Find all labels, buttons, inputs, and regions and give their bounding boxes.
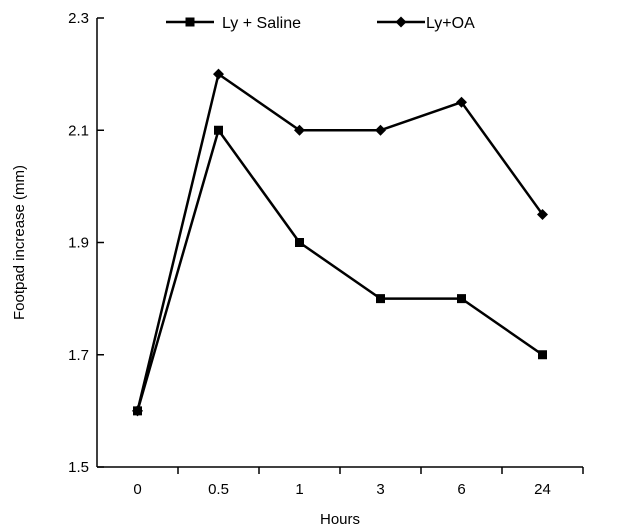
x-tick-label: 0.5 [208,481,229,498]
series-line [136,72,544,412]
legend-marker [395,16,407,28]
legend-label: Ly+OA [426,15,475,32]
series-line [136,129,544,412]
x-axis-title: Hours [320,511,360,528]
data-point [376,294,385,304]
data-point [538,350,547,360]
data-point [375,124,386,136]
data-point [457,294,466,304]
x-tick-label: 1 [295,481,303,498]
data-point [295,238,304,247]
legend: Ly + Saline Ly+OA [166,15,475,32]
y-axis-title: Footpad increase (mm) [11,165,28,320]
y-tick-label: 1.9 [68,235,89,252]
data-point [294,124,305,136]
y-tick-label: 2.1 [68,122,89,139]
x-tick-label: 0 [133,481,141,498]
legend-marker [185,17,195,27]
y-tick-label: 1.7 [68,347,89,364]
data-point [213,68,224,80]
axes: 1.5 1.7 1.9 2.1 2.3 0 0.5 1 3 6 24 [68,10,584,498]
data-point [537,208,548,220]
legend-item: Ly+OA [377,15,475,32]
data-point [132,405,143,417]
series-oa [132,68,548,417]
y-tick-label: 2.3 [68,10,89,27]
data-point [214,125,223,135]
series-layer [132,68,548,417]
legend-item: Ly + Saline [166,15,301,32]
x-tick-label: 6 [457,481,465,498]
legend-label: Ly + Saline [222,15,301,32]
data-point [456,96,467,108]
x-tick-label: 24 [534,481,551,498]
y-tick-label: 1.5 [68,459,89,476]
x-tick-label: 3 [376,481,384,498]
